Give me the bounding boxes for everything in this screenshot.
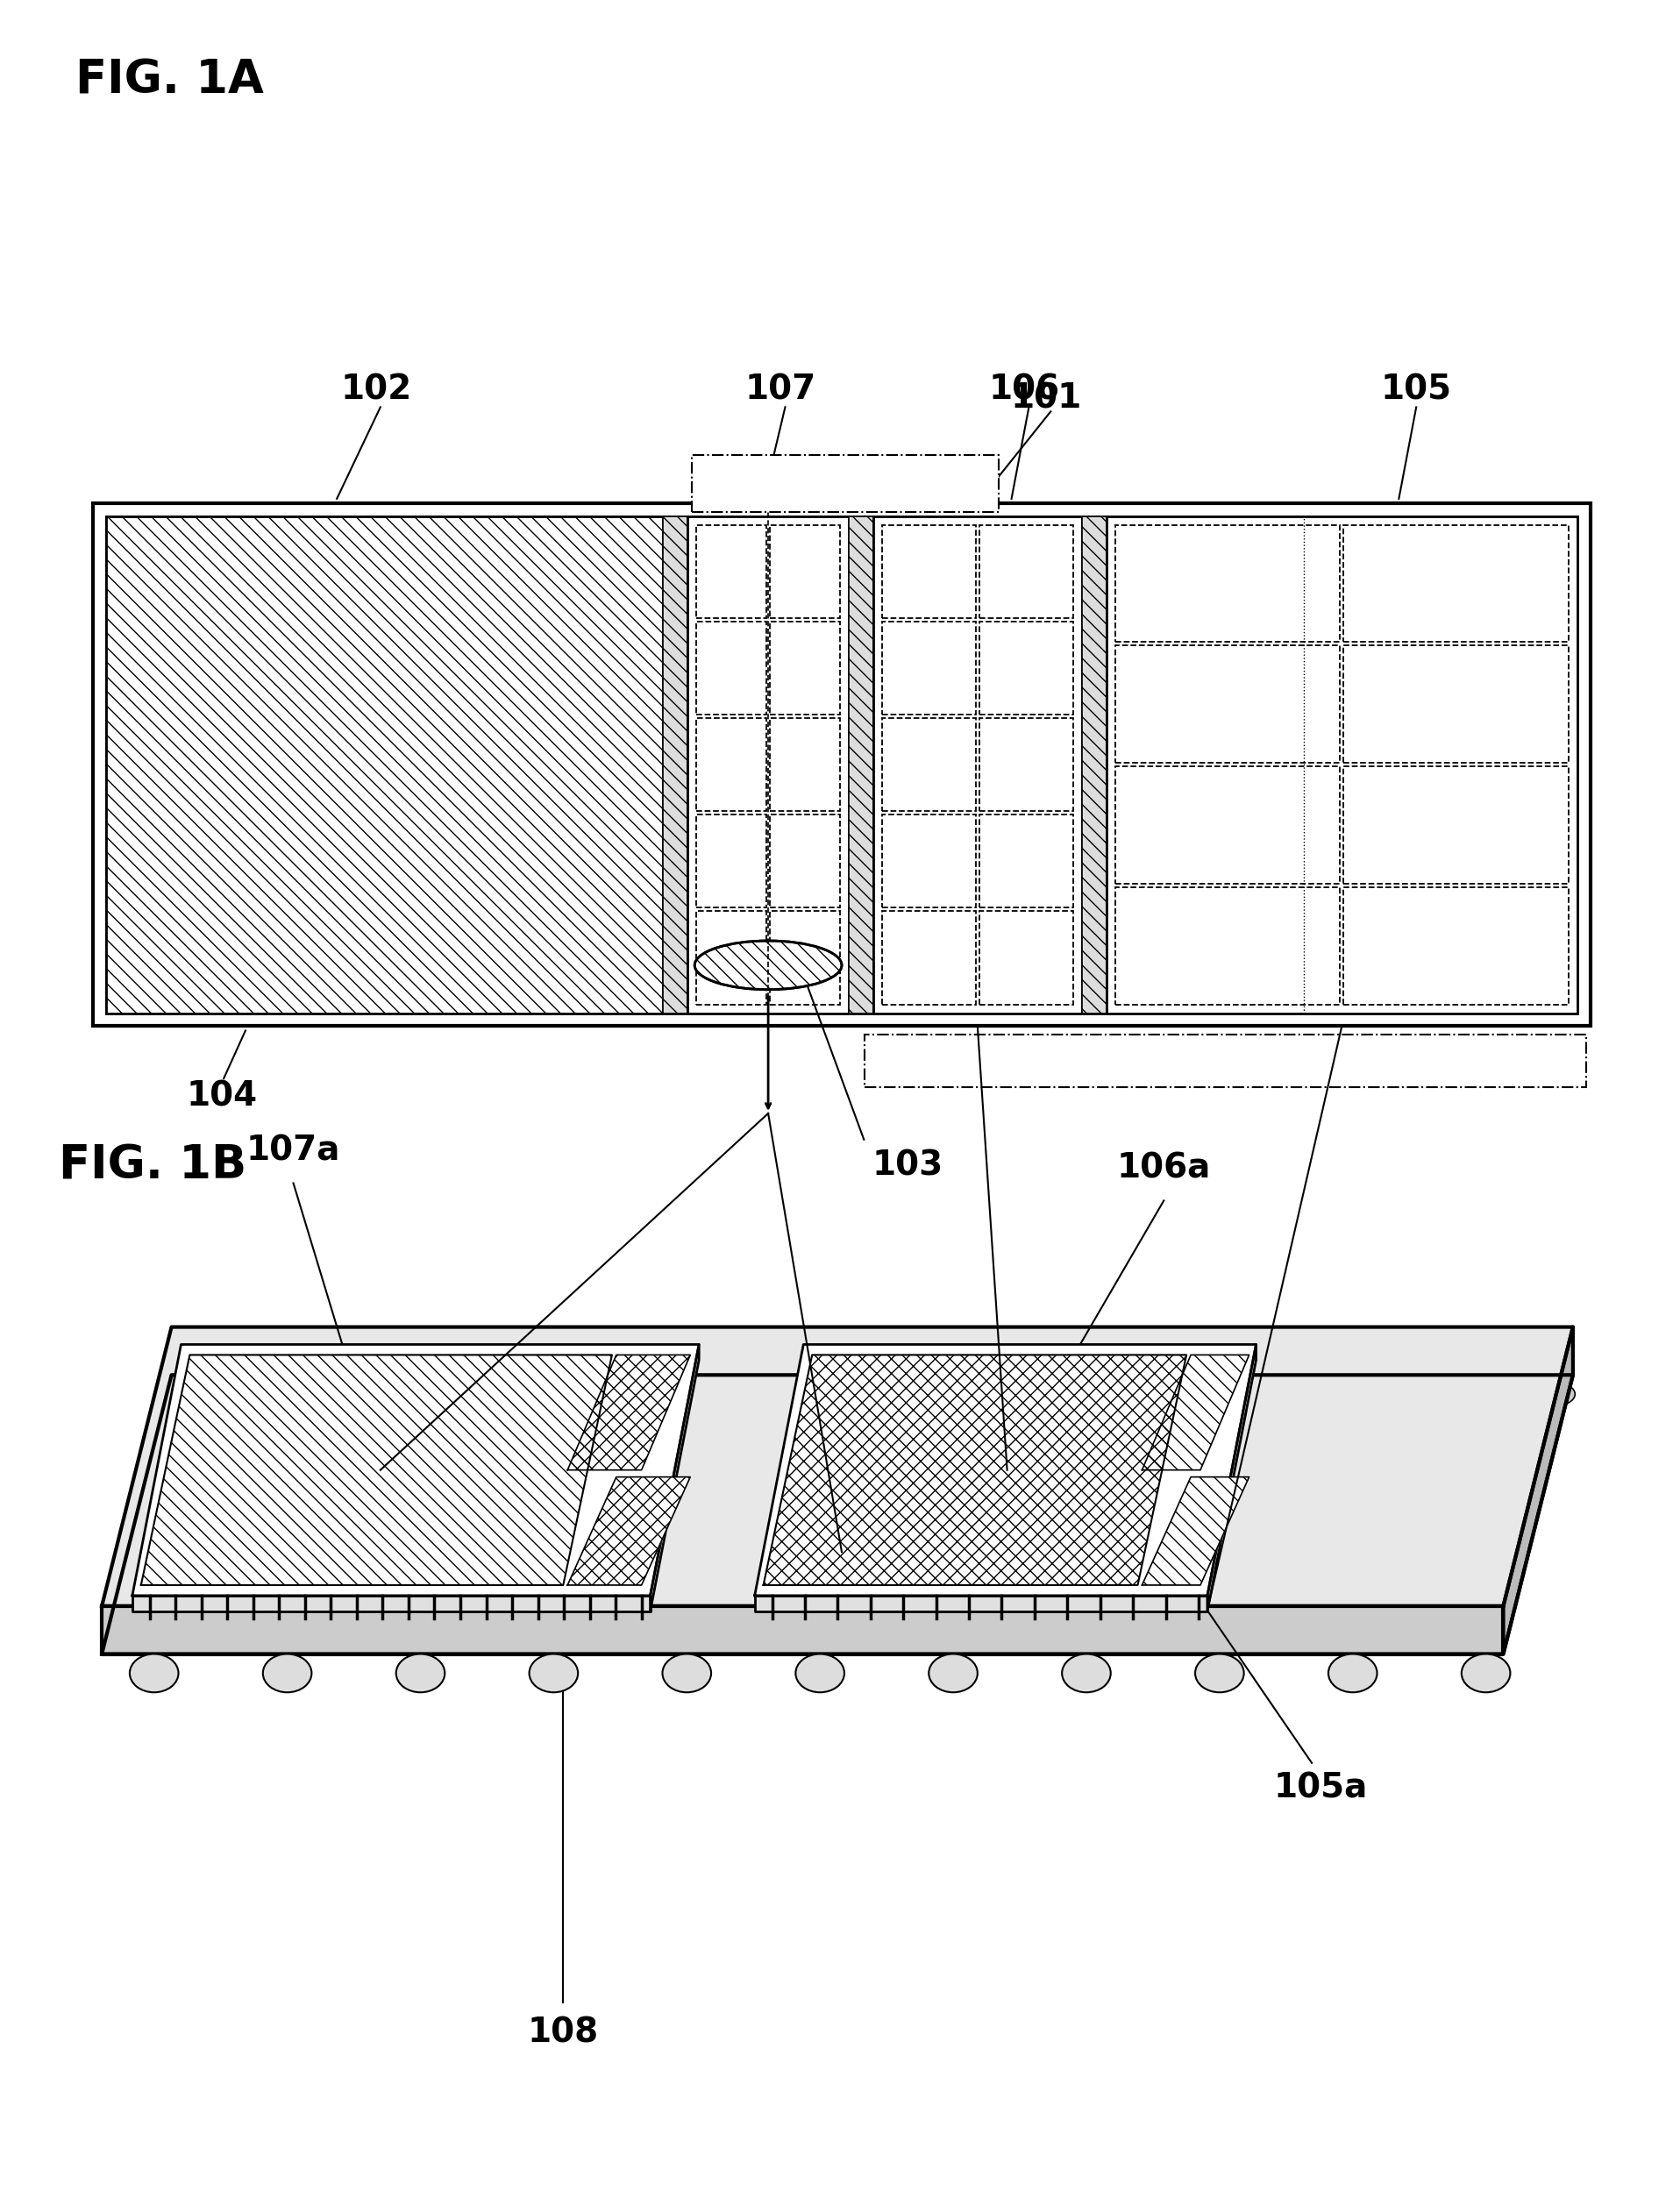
Bar <box>1344 646 1569 763</box>
Text: 103: 103 <box>872 1149 942 1182</box>
Bar <box>1116 767 1341 884</box>
Bar <box>769 719 840 811</box>
Ellipse shape <box>494 1383 533 1405</box>
Ellipse shape <box>344 1383 383 1405</box>
Ellipse shape <box>1089 1383 1129 1405</box>
Polygon shape <box>754 1345 1257 1596</box>
Bar <box>106 516 1578 1012</box>
Text: 106a: 106a <box>1117 1151 1211 1184</box>
Ellipse shape <box>195 1383 235 1405</box>
Bar <box>92 503 1591 1025</box>
Bar <box>1116 886 1341 1005</box>
Polygon shape <box>754 1596 1208 1612</box>
Bar <box>882 622 976 714</box>
Ellipse shape <box>129 1654 178 1693</box>
Bar <box>697 719 766 811</box>
Polygon shape <box>1208 1345 1257 1612</box>
Bar <box>697 911 766 1005</box>
Bar <box>769 911 840 1005</box>
Polygon shape <box>1142 1354 1250 1471</box>
Bar <box>979 814 1074 908</box>
Text: 105a: 105a <box>1273 1771 1368 1806</box>
Bar <box>882 525 976 617</box>
Ellipse shape <box>1388 1383 1426 1405</box>
Bar <box>1344 525 1569 642</box>
Bar <box>106 516 664 1012</box>
Bar <box>1344 886 1569 1005</box>
Ellipse shape <box>929 1654 978 1693</box>
Bar <box>874 516 1082 1012</box>
Bar <box>1344 767 1569 884</box>
Polygon shape <box>568 1477 690 1585</box>
Ellipse shape <box>791 1383 830 1405</box>
Ellipse shape <box>1238 1383 1277 1405</box>
Ellipse shape <box>1536 1383 1576 1405</box>
Polygon shape <box>133 1345 699 1596</box>
Text: 107a: 107a <box>247 1133 341 1166</box>
Bar <box>692 454 998 512</box>
Text: 102: 102 <box>341 373 412 406</box>
Polygon shape <box>133 1596 650 1612</box>
Polygon shape <box>568 1354 690 1471</box>
Bar <box>769 814 840 908</box>
Bar <box>664 516 687 1012</box>
Text: 108: 108 <box>528 2015 598 2048</box>
Bar <box>882 814 976 908</box>
Bar <box>1107 516 1578 1012</box>
Polygon shape <box>1142 1477 1250 1585</box>
Bar <box>769 622 840 714</box>
Bar <box>697 814 766 908</box>
Bar <box>1082 516 1107 1012</box>
Polygon shape <box>763 1354 1186 1585</box>
Text: FIG. 1B: FIG. 1B <box>59 1142 247 1188</box>
Text: 101: 101 <box>1011 381 1082 415</box>
Ellipse shape <box>1329 1654 1378 1693</box>
Bar <box>979 719 1074 811</box>
Ellipse shape <box>694 942 842 990</box>
Bar <box>1116 646 1341 763</box>
Text: 105: 105 <box>1381 373 1452 406</box>
Ellipse shape <box>662 1654 711 1693</box>
Polygon shape <box>650 1345 699 1612</box>
Text: FIG. 1A: FIG. 1A <box>76 57 264 104</box>
Polygon shape <box>1504 1327 1572 1654</box>
Bar <box>697 525 766 617</box>
Ellipse shape <box>1062 1654 1110 1693</box>
Ellipse shape <box>396 1654 445 1693</box>
Bar <box>1116 525 1341 642</box>
Bar <box>769 525 840 617</box>
Bar <box>979 525 1074 617</box>
Polygon shape <box>141 1354 612 1585</box>
Polygon shape <box>102 1605 1504 1654</box>
Ellipse shape <box>1194 1654 1243 1693</box>
Polygon shape <box>102 1327 1572 1605</box>
Text: 104: 104 <box>186 1078 257 1114</box>
Ellipse shape <box>529 1654 578 1693</box>
Bar <box>882 719 976 811</box>
Bar <box>865 1034 1586 1087</box>
Bar <box>882 911 976 1005</box>
Ellipse shape <box>262 1654 311 1693</box>
Ellipse shape <box>1462 1654 1510 1693</box>
Bar <box>687 516 848 1012</box>
Text: 106: 106 <box>990 373 1060 406</box>
Ellipse shape <box>796 1654 845 1693</box>
Bar <box>848 516 874 1012</box>
Bar <box>697 622 766 714</box>
Ellipse shape <box>941 1383 979 1405</box>
Ellipse shape <box>642 1383 682 1405</box>
Bar <box>979 911 1074 1005</box>
Bar <box>979 622 1074 714</box>
Text: 107: 107 <box>746 373 816 406</box>
